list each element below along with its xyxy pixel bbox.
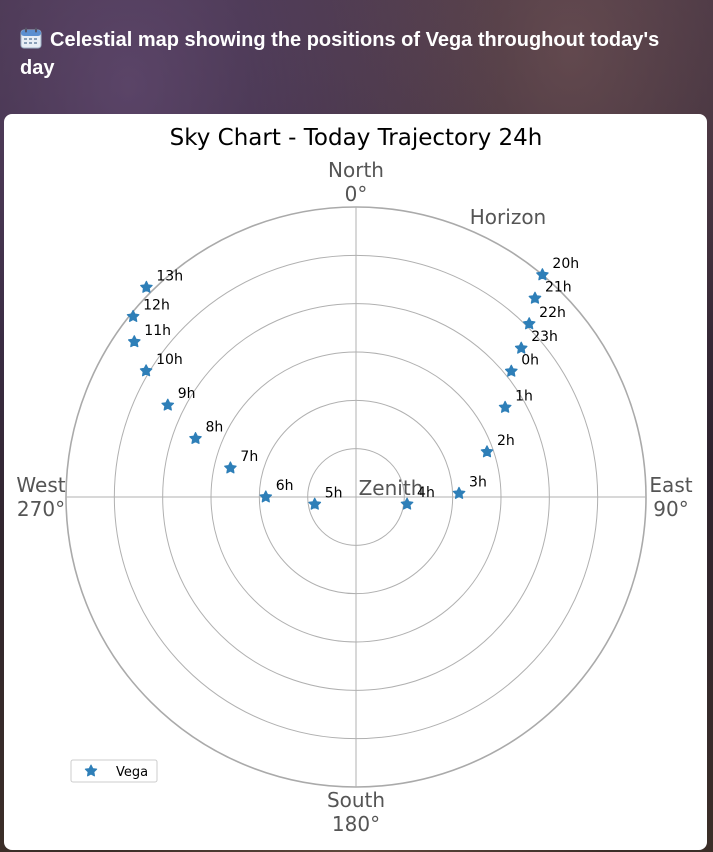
legend-star-icon	[84, 764, 98, 777]
chart-card: Sky Chart - Today Trajectory 24h North 0°…	[4, 114, 707, 850]
vega-point-marker	[528, 291, 542, 304]
hour-label: 6h	[276, 478, 294, 494]
vega-point-marker	[400, 497, 414, 510]
vega-point-marker	[128, 335, 141, 348]
vega-point-marker	[480, 445, 494, 458]
vega-point-marker	[139, 364, 153, 377]
vega-point-marker	[308, 497, 322, 510]
hour-label: 22h	[539, 305, 566, 321]
page-title: Celestial map showing the positions of V…	[20, 29, 660, 79]
horizon-label: Horizon	[470, 205, 546, 229]
hour-label: 10h	[156, 352, 183, 368]
north-label: North 0°	[328, 158, 384, 206]
vega-point-marker	[498, 400, 512, 413]
hour-label: 8h	[206, 420, 224, 436]
vega-point-marker	[259, 490, 273, 503]
zenith-label: Zenith	[359, 476, 424, 500]
vega-point-marker	[126, 309, 140, 322]
vega-point-marker	[161, 398, 175, 411]
vega-point-marker	[536, 268, 549, 281]
vega-point-marker	[505, 364, 518, 377]
vega-point-marker	[189, 432, 202, 444]
page-header: Celestial map showing the positions of V…	[20, 26, 670, 82]
hour-label: 3h	[469, 474, 487, 490]
hour-label: 20h	[552, 256, 579, 272]
hour-label: 12h	[143, 298, 170, 314]
legend-label: Vega	[116, 765, 148, 780]
chart-title: Sky Chart - Today Trajectory 24h	[170, 125, 543, 151]
vega-point-marker	[522, 317, 536, 330]
vega-point-marker	[452, 486, 466, 499]
south-label: South 180°	[327, 788, 385, 836]
vega-point-marker	[224, 461, 237, 474]
calendar-icon	[20, 27, 42, 49]
hour-label: 21h	[545, 279, 572, 295]
vega-point-marker	[140, 280, 153, 293]
hour-label: 23h	[531, 329, 558, 345]
east-label: East 90°	[649, 473, 692, 521]
hour-label: 9h	[178, 386, 196, 402]
legend-box	[70, 759, 158, 783]
vega-point-marker	[514, 341, 528, 354]
hour-label: 1h	[515, 388, 533, 404]
hour-label: 11h	[144, 323, 171, 339]
chart-legend: Vega	[70, 759, 158, 783]
hour-label: 5h	[325, 485, 343, 501]
hour-label: 13h	[156, 268, 183, 284]
hour-label: 4h	[417, 485, 435, 501]
hour-label: 7h	[240, 449, 258, 465]
sky-chart: Sky Chart - Today Trajectory 24h North 0°…	[16, 125, 692, 836]
hour-label: 0h	[521, 352, 539, 368]
hour-label: 2h	[497, 433, 515, 449]
west-label: West 270°	[16, 473, 65, 521]
